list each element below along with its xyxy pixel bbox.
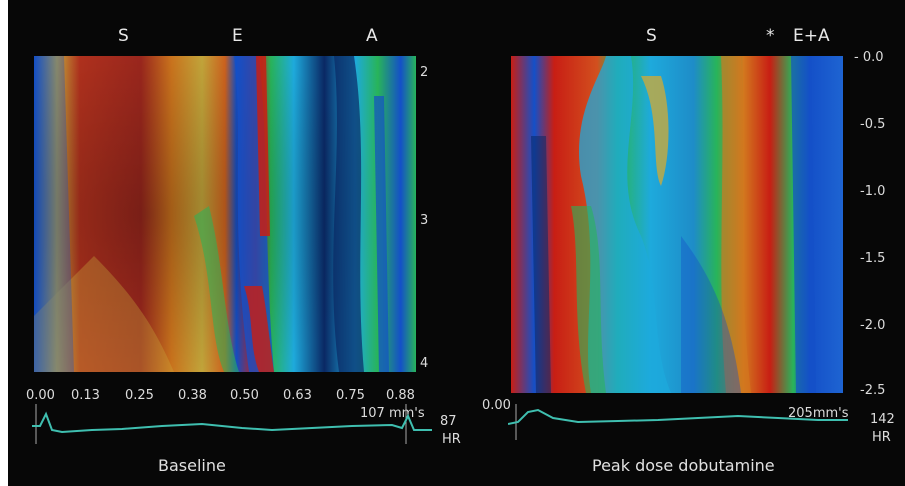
left-x-tick-3: 0.38 xyxy=(178,388,207,403)
left-y-tick-4: 4 xyxy=(420,356,429,371)
right-hr-value: 142 xyxy=(870,412,895,427)
left-hr-value: 87 xyxy=(440,414,457,429)
right-y-tick-2: -1.0 xyxy=(860,184,886,199)
right-strain-rate-map xyxy=(511,56,843,393)
right-y-tick-0: - 0.0 xyxy=(854,50,884,65)
left-x-tick-4: 0.50 xyxy=(230,388,259,403)
right-ecg-trace xyxy=(508,404,848,440)
left-hr-label: HR xyxy=(442,432,461,447)
left-ecg-trace xyxy=(32,404,432,444)
left-x-tick-0: 0.00 xyxy=(26,388,55,403)
left-strain-rate-map xyxy=(34,56,416,372)
left-y-tick-2: 2 xyxy=(420,65,429,80)
right-hr-label: HR xyxy=(872,430,891,445)
right-phase-label-star: * xyxy=(766,26,775,46)
right-y-tick-5: -2.5 xyxy=(860,383,886,398)
left-x-tick-5: 0.63 xyxy=(283,388,312,403)
left-x-tick-6: 0.75 xyxy=(336,388,365,403)
right-phase-label-ea: E+A xyxy=(793,26,830,46)
left-x-tick-2: 0.25 xyxy=(125,388,154,403)
left-x-tick-7: 0.88 xyxy=(386,388,415,403)
right-speed-label: 205mm's xyxy=(788,406,849,421)
image-frame: S E A xyxy=(8,0,905,486)
right-phase-label-s: S xyxy=(646,26,657,46)
left-x-tick-1: 0.13 xyxy=(71,388,100,403)
left-phase-label-s: S xyxy=(118,26,129,46)
right-y-tick-3: -1.5 xyxy=(860,251,886,266)
left-phase-label-a: A xyxy=(366,26,378,46)
right-caption: Peak dose dobutamine xyxy=(592,456,775,475)
left-y-tick-3: 3 xyxy=(420,213,429,228)
left-caption: Baseline xyxy=(158,456,226,475)
right-x-tick-0: 0.00 xyxy=(482,398,511,413)
right-y-tick-4: -2.0 xyxy=(860,318,886,333)
left-phase-label-e: E xyxy=(232,26,243,46)
right-y-tick-1: -0.5 xyxy=(860,117,886,132)
